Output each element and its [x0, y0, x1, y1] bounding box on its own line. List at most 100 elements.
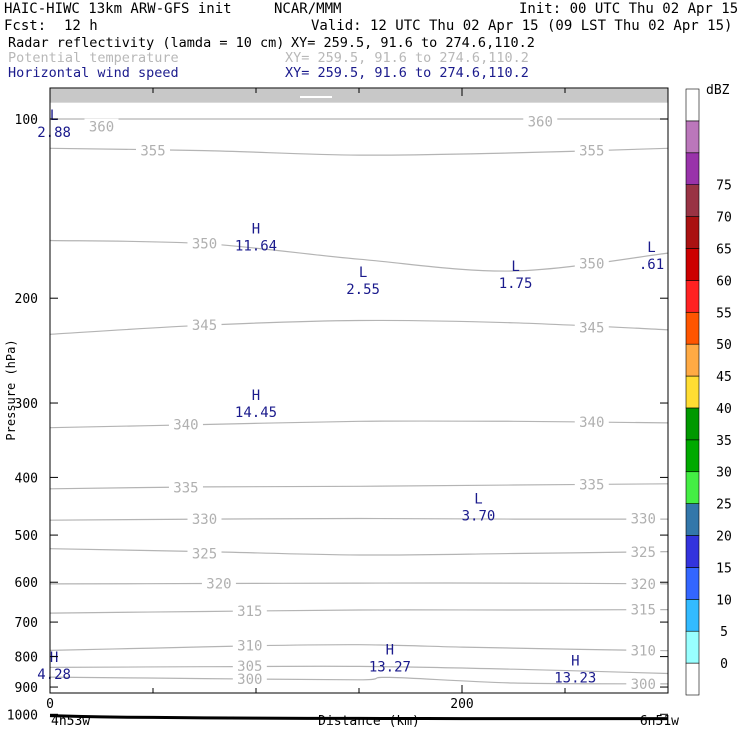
isentrope-330: [49, 517, 669, 521]
isentrope-label-bg: [232, 637, 267, 653]
wind-extremum-value: 11.64: [235, 238, 277, 254]
wind-extremum-value: 1.75: [499, 276, 533, 292]
isentrope-label-bg: [574, 142, 609, 158]
colorbar-swatch: [685, 248, 700, 281]
terrain-surface: [49, 714, 668, 721]
isentrope-label: 360: [89, 120, 114, 136]
isentrope-label: 300: [631, 677, 656, 693]
isentrope-325: [49, 548, 669, 556]
field-xy-theta: XY= 259.5, 91.6 to 274.6,110.2: [285, 50, 529, 66]
org-label: NCAR/MMM: [274, 1, 342, 17]
isentrope-310: [49, 644, 669, 652]
colorbar-label: 20: [716, 530, 732, 545]
colorbar-swatch: [685, 471, 700, 504]
isentrope-label-bg: [626, 510, 661, 526]
field-name-wind: Horizontal wind speed: [8, 65, 179, 81]
colorbar-swatch: [685, 375, 700, 409]
isentrope-label: 345: [192, 318, 217, 334]
colorbar-swatch: [685, 662, 700, 696]
isentrope-label: 355: [579, 144, 604, 160]
colorbar-label: 60: [716, 274, 732, 289]
forecast-hour: 12 h: [64, 18, 98, 34]
isentrope-label: 340: [173, 418, 198, 434]
colorbar-swatch: [685, 599, 700, 632]
colorbar-swatch: [685, 343, 700, 377]
isentrope-label: 300: [237, 672, 262, 688]
isentropes: 360 355 360 355 350 350 345 345 340 340 335 335 330 3…: [49, 113, 669, 693]
field-name-theta: Potential temperature: [8, 50, 179, 66]
wind-extremum-value: 2.55: [346, 282, 380, 298]
isentrope-label: 345: [579, 320, 604, 336]
forecast-label: Fcst:: [4, 18, 47, 34]
isentrope-label: 330: [631, 512, 656, 528]
colorbar-label: 50: [716, 338, 732, 353]
corner-label-left: 4n53w: [51, 714, 90, 729]
colorbar-label: 40: [716, 402, 732, 417]
isentrope-label-bg: [574, 476, 609, 492]
isentrope-label: 335: [579, 477, 604, 493]
wind-extremum-value: 4.28: [37, 667, 71, 683]
colorbar-label: 15: [716, 561, 732, 576]
x-tick-label: 200: [450, 697, 473, 712]
colorbar-label: 45: [716, 370, 732, 385]
isentrope-label-bg: [201, 575, 236, 591]
isentrope-340: [49, 420, 669, 429]
isentrope-305: [49, 665, 669, 675]
colorbar-swatch: [685, 407, 700, 441]
isentrope-label-bg: [187, 511, 222, 527]
valid-time: Valid: 12 UTC Thu 02 Apr 15 (09 LST Thu …: [311, 18, 733, 34]
isentrope-label: 310: [237, 639, 262, 655]
wind-extremum-value: .61: [639, 257, 664, 273]
reflectivity-colorbar: 0 5 10 15 20 25 30 35 40 45 50 55 60 65 70 75: [685, 88, 732, 696]
isentrope-label-bg: [187, 545, 222, 561]
isentrope-label-bg: [574, 255, 609, 271]
wind-high-marker: H: [386, 643, 394, 659]
isentrope-label: 320: [206, 577, 231, 593]
isentrope-label-bg: [626, 601, 661, 617]
wind-low-marker: L: [359, 265, 367, 281]
isentrope-label: 320: [631, 577, 656, 593]
colorbar-swatch: [685, 280, 700, 313]
isentrope-label-bg: [626, 642, 661, 658]
colorbar-label: 65: [716, 242, 732, 257]
colorbar-swatch: [685, 535, 700, 568]
isentrope-label: 315: [631, 603, 656, 619]
colorbar-swatch: [685, 88, 700, 122]
wind-low-marker: L: [50, 108, 58, 124]
colorbar-label: 70: [716, 211, 732, 226]
wind-high-marker: H: [50, 650, 58, 666]
isentrope-label: 325: [631, 545, 656, 561]
x-axis-label: Distance (km): [318, 714, 420, 729]
isentrope-label: 340: [579, 415, 604, 431]
colorbar-unit: dBZ: [706, 83, 730, 98]
colorbar-swatch: [685, 630, 700, 664]
field-xy-reflectivity: XY= 259.5, 91.6 to 274.6,110.2: [291, 35, 535, 51]
corner-label-right: 6n51w: [640, 714, 679, 729]
isentrope-label-bg: [523, 113, 558, 129]
y-tick-label: 1000: [7, 708, 38, 723]
isentrope-label-bg: [574, 414, 609, 430]
isentrope-label: 350: [579, 257, 604, 273]
field-name-reflectivity: Radar reflectivity (lamda = 10 cm): [8, 35, 285, 51]
isentrope-label: 335: [173, 481, 198, 497]
x-tick-label: 0: [46, 697, 54, 712]
colorbar-label: 0: [720, 657, 728, 672]
isentrope-350: [49, 239, 669, 272]
isentrope-335: [49, 483, 669, 490]
isentrope-label-bg: [626, 575, 661, 591]
terrain-line: [49, 714, 668, 721]
isentrope-label: 325: [192, 547, 217, 563]
y-tick-label: 800: [15, 651, 38, 666]
wind-extremum-value: 13.23: [554, 671, 596, 687]
model-title: HAIC-HIWC 13km ARW-GFS init: [4, 1, 232, 17]
isentrope-label-bg: [232, 602, 267, 618]
init-time: Init: 00 UTC Thu 02 Apr 15: [519, 1, 739, 17]
wind-extrema: L2.88H11.64L2.55L1.75L.61H14.45L3.70H4.2…: [37, 108, 664, 686]
wind-high-marker: H: [252, 221, 260, 237]
colorbar-swatch: [685, 567, 700, 600]
isentrope-label: 355: [140, 144, 165, 160]
colorbar-swatch: [685, 152, 700, 185]
y-tick-label: 200: [15, 292, 38, 307]
y-tick-label: 900: [15, 681, 38, 696]
